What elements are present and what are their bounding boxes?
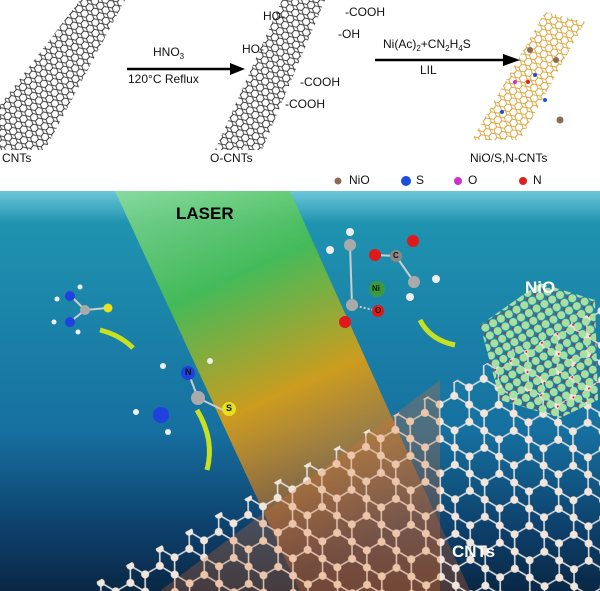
group-label: -COOH <box>345 5 385 19</box>
legend-label-o: O <box>468 173 478 187</box>
reagent-text: HNO <box>153 45 180 59</box>
group-label: -OH <box>338 27 360 41</box>
cnt-tube-large <box>80 300 600 591</box>
reagent-subscript: 2 <box>416 44 421 53</box>
arrow2-condition: LIL <box>420 63 437 77</box>
legend-marker-n <box>519 177 527 185</box>
nickel-acetate-molecule <box>326 228 440 328</box>
cnt-tube-pristine <box>0 0 125 150</box>
legend-marker-nio <box>334 177 342 185</box>
legend-marker-s <box>401 176 411 186</box>
group-label: -COOH <box>285 97 325 111</box>
arrow1-reagent: HNO3 <box>153 45 185 61</box>
yellow-arrows <box>99 318 456 471</box>
atom-label-ni: Ni <box>372 284 380 293</box>
arrow2-reagent: Ni(Ac)2+CN2H4S <box>383 37 471 53</box>
reagent-subscript: 3 <box>179 52 185 61</box>
dopant-atoms <box>500 47 564 124</box>
cnts-label: CNTs <box>452 542 496 561</box>
nio-nanoparticle <box>480 283 598 418</box>
stage-label-cnts: CNTs <box>2 151 32 165</box>
atom-label-n: N <box>185 367 192 377</box>
reaction-arrow-2 <box>375 54 520 66</box>
legend-label-s: S <box>416 173 425 187</box>
reagent-subscript: 4 <box>458 44 463 53</box>
reagent-part: S <box>462 37 471 51</box>
atom-label-c: C <box>393 251 399 260</box>
thiourea-molecule <box>51 284 113 335</box>
group-label: HO- <box>242 42 264 56</box>
cnt-tube-doped <box>472 12 585 140</box>
arrow1-condition: 120°C Reflux <box>128 72 199 86</box>
cnt-tube-oxidized <box>215 0 325 150</box>
legend-label-nio: NiO <box>349 173 370 187</box>
atom-label-o: O <box>375 306 382 315</box>
reagent-part: +CN <box>420 37 446 51</box>
reaction-arrow-1 <box>127 63 245 75</box>
atom-label-s: S <box>226 403 233 413</box>
nio-label: NiO <box>525 278 556 297</box>
stage-label-o-cnts: O-CNTs <box>210 151 253 165</box>
reagent-subscript: 2 <box>445 44 450 53</box>
reagent-part: H <box>449 37 459 51</box>
group-label: HO- <box>263 9 285 23</box>
group-label: -COOH <box>300 75 340 89</box>
reagent-part: Ni(Ac) <box>383 37 417 51</box>
legend-marker-o <box>454 177 462 185</box>
laser-label: LASER <box>176 204 234 223</box>
stage-label-nio-sn-cnts: NiO/S,N-CNTs <box>470 151 548 165</box>
legend-label-n: N <box>533 173 542 187</box>
decomposed-thiourea <box>133 358 236 435</box>
